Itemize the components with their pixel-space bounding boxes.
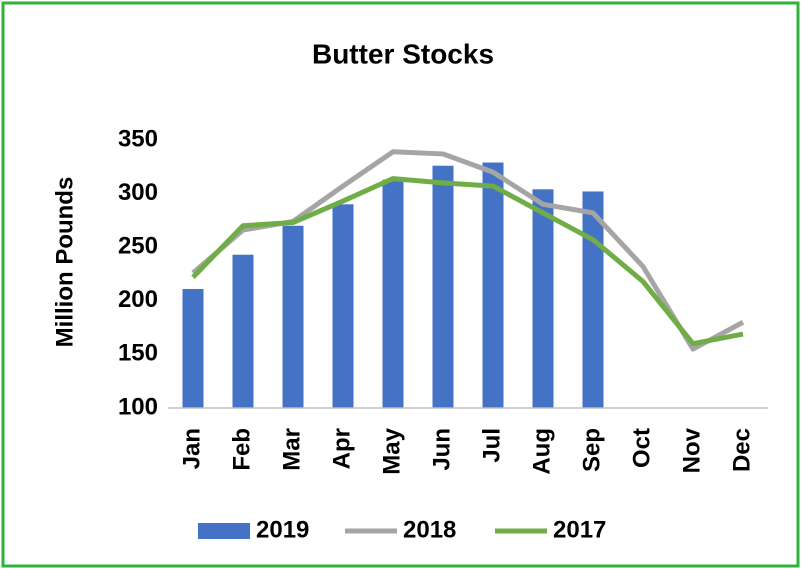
legend-label: 2017 (553, 516, 606, 543)
line-series (191, 176, 744, 347)
y-tick-label: 300 (118, 179, 158, 206)
bar (332, 204, 354, 408)
x-tick-label: Nov (678, 427, 705, 473)
x-tick-label: Dec (728, 428, 755, 472)
x-tick-label: Feb (228, 428, 255, 471)
x-tick-label: Aug (528, 428, 555, 475)
x-tick-label: Jul (478, 428, 505, 463)
legend-label: 2019 (256, 516, 309, 543)
y-tick-label: 350 (118, 125, 158, 152)
y-tick-label: 250 (118, 233, 158, 260)
bar (432, 165, 454, 408)
legend-label: 2018 (403, 516, 456, 543)
bar (532, 189, 554, 408)
chart-title: Butter Stocks (312, 38, 494, 69)
bar (482, 162, 504, 408)
bar (282, 225, 304, 408)
x-tick-label: Mar (278, 428, 305, 471)
x-tick-label: Sep (578, 428, 605, 472)
bar (382, 179, 404, 408)
x-tick-label: Apr (328, 428, 355, 469)
x-tick-label: Jan (178, 428, 205, 469)
bar (182, 289, 204, 408)
y-tick-label: 200 (118, 286, 158, 313)
x-tick-label: May (378, 427, 405, 474)
x-tick-label: Jun (428, 428, 455, 471)
y-tick-label: 100 (118, 393, 158, 420)
y-axis-label: Million Pounds (51, 177, 78, 348)
x-tick-label: Oct (628, 428, 655, 468)
legend-swatch (198, 523, 250, 539)
y-tick-label: 150 (118, 340, 158, 367)
bar (232, 254, 254, 408)
